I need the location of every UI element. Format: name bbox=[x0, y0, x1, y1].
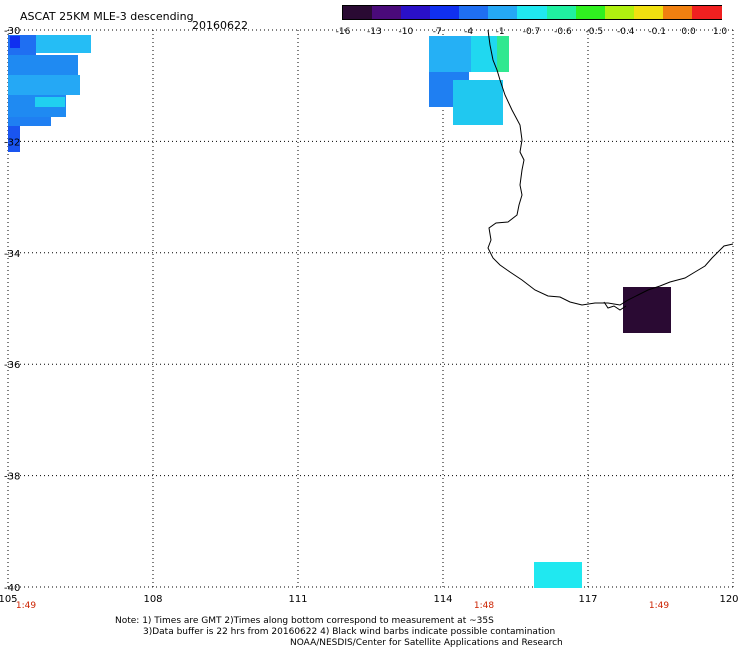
color-bar-label: -0.5 bbox=[585, 27, 604, 37]
latitude-label: -32 bbox=[4, 137, 20, 148]
color-bar-segment bbox=[575, 6, 606, 19]
gridlines bbox=[7, 29, 734, 588]
color-bar-segment bbox=[459, 6, 490, 19]
color-bar-segment bbox=[546, 6, 577, 19]
color-bar-segment bbox=[517, 6, 548, 19]
color-bar-label: -10 bbox=[398, 27, 414, 37]
map-title: ASCAT 25KM MLE-3 descending bbox=[20, 10, 194, 23]
color-bar-label: -13 bbox=[367, 27, 382, 37]
wind-data-cells-northwest bbox=[8, 35, 91, 152]
color-bar-label: 1.0 bbox=[712, 27, 728, 37]
color-bar-label: -0.7 bbox=[522, 27, 541, 37]
credit-line: NOAA/NESDIS/Center for Satellite Applica… bbox=[290, 638, 563, 648]
time-label-west: 1:49 bbox=[15, 601, 37, 611]
longitude-label: 120 bbox=[719, 594, 738, 605]
color-bar-segment bbox=[488, 6, 519, 19]
color-bar-segment bbox=[662, 6, 693, 19]
color-bar-segment bbox=[343, 6, 374, 19]
color-bar-segment bbox=[633, 6, 664, 19]
longitude-label: 114 bbox=[433, 594, 452, 605]
time-label-center: 1:48 bbox=[473, 601, 495, 611]
longitude-label: 108 bbox=[143, 594, 162, 605]
color-bar-segment bbox=[691, 6, 722, 19]
latitude-label: -34 bbox=[4, 249, 20, 260]
latitude-tick-labels: -30 -32 -34 -36 -38 -40 bbox=[4, 26, 20, 594]
note-line-1: Note: 1) Times are GMT 2)Times along bot… bbox=[115, 616, 494, 626]
wind-data-cell-south bbox=[534, 562, 582, 588]
latitude-label: -38 bbox=[4, 472, 20, 483]
footer-notes: Note: 1) Times are GMT 2)Times along bot… bbox=[115, 616, 563, 649]
coastline-inlet bbox=[603, 301, 627, 311]
wind-data-cell-southeast bbox=[623, 287, 671, 333]
longitude-label: 111 bbox=[288, 594, 307, 605]
latitude-label: -30 bbox=[4, 26, 20, 37]
coastline bbox=[487, 29, 734, 306]
wind-data-cells-coastal bbox=[429, 36, 509, 125]
note-line-2: 3)Data buffer is 22 hrs from 20160622 4)… bbox=[143, 627, 556, 637]
latitude-label: -36 bbox=[4, 360, 20, 371]
color-bar-label: -0.6 bbox=[554, 27, 572, 37]
color-bar-label: -1 bbox=[495, 27, 505, 37]
color-bar-label: -16 bbox=[335, 27, 351, 37]
latitude-label: -40 bbox=[4, 583, 20, 594]
color-bar-segment bbox=[430, 6, 461, 19]
longitude-label: 117 bbox=[578, 594, 597, 605]
color-bar-segment bbox=[401, 6, 432, 19]
color-bar-label: -0.4 bbox=[616, 27, 635, 37]
color-bar-segment bbox=[372, 6, 403, 19]
color-bar-segment bbox=[604, 6, 635, 19]
longitude-label: 105 bbox=[0, 594, 18, 605]
color-bar-label: -4 bbox=[464, 27, 474, 37]
color-bar bbox=[342, 5, 722, 20]
time-label-east: 1:49 bbox=[648, 601, 670, 611]
longitude-tick-labels: 105 108 111 114 117 120 bbox=[0, 594, 739, 605]
map-date: 20160622 bbox=[192, 19, 248, 32]
color-bar-label: -0.1 bbox=[648, 27, 666, 37]
color-bar-label: 0.0 bbox=[681, 27, 696, 37]
color-bar-label: -7 bbox=[432, 27, 442, 37]
